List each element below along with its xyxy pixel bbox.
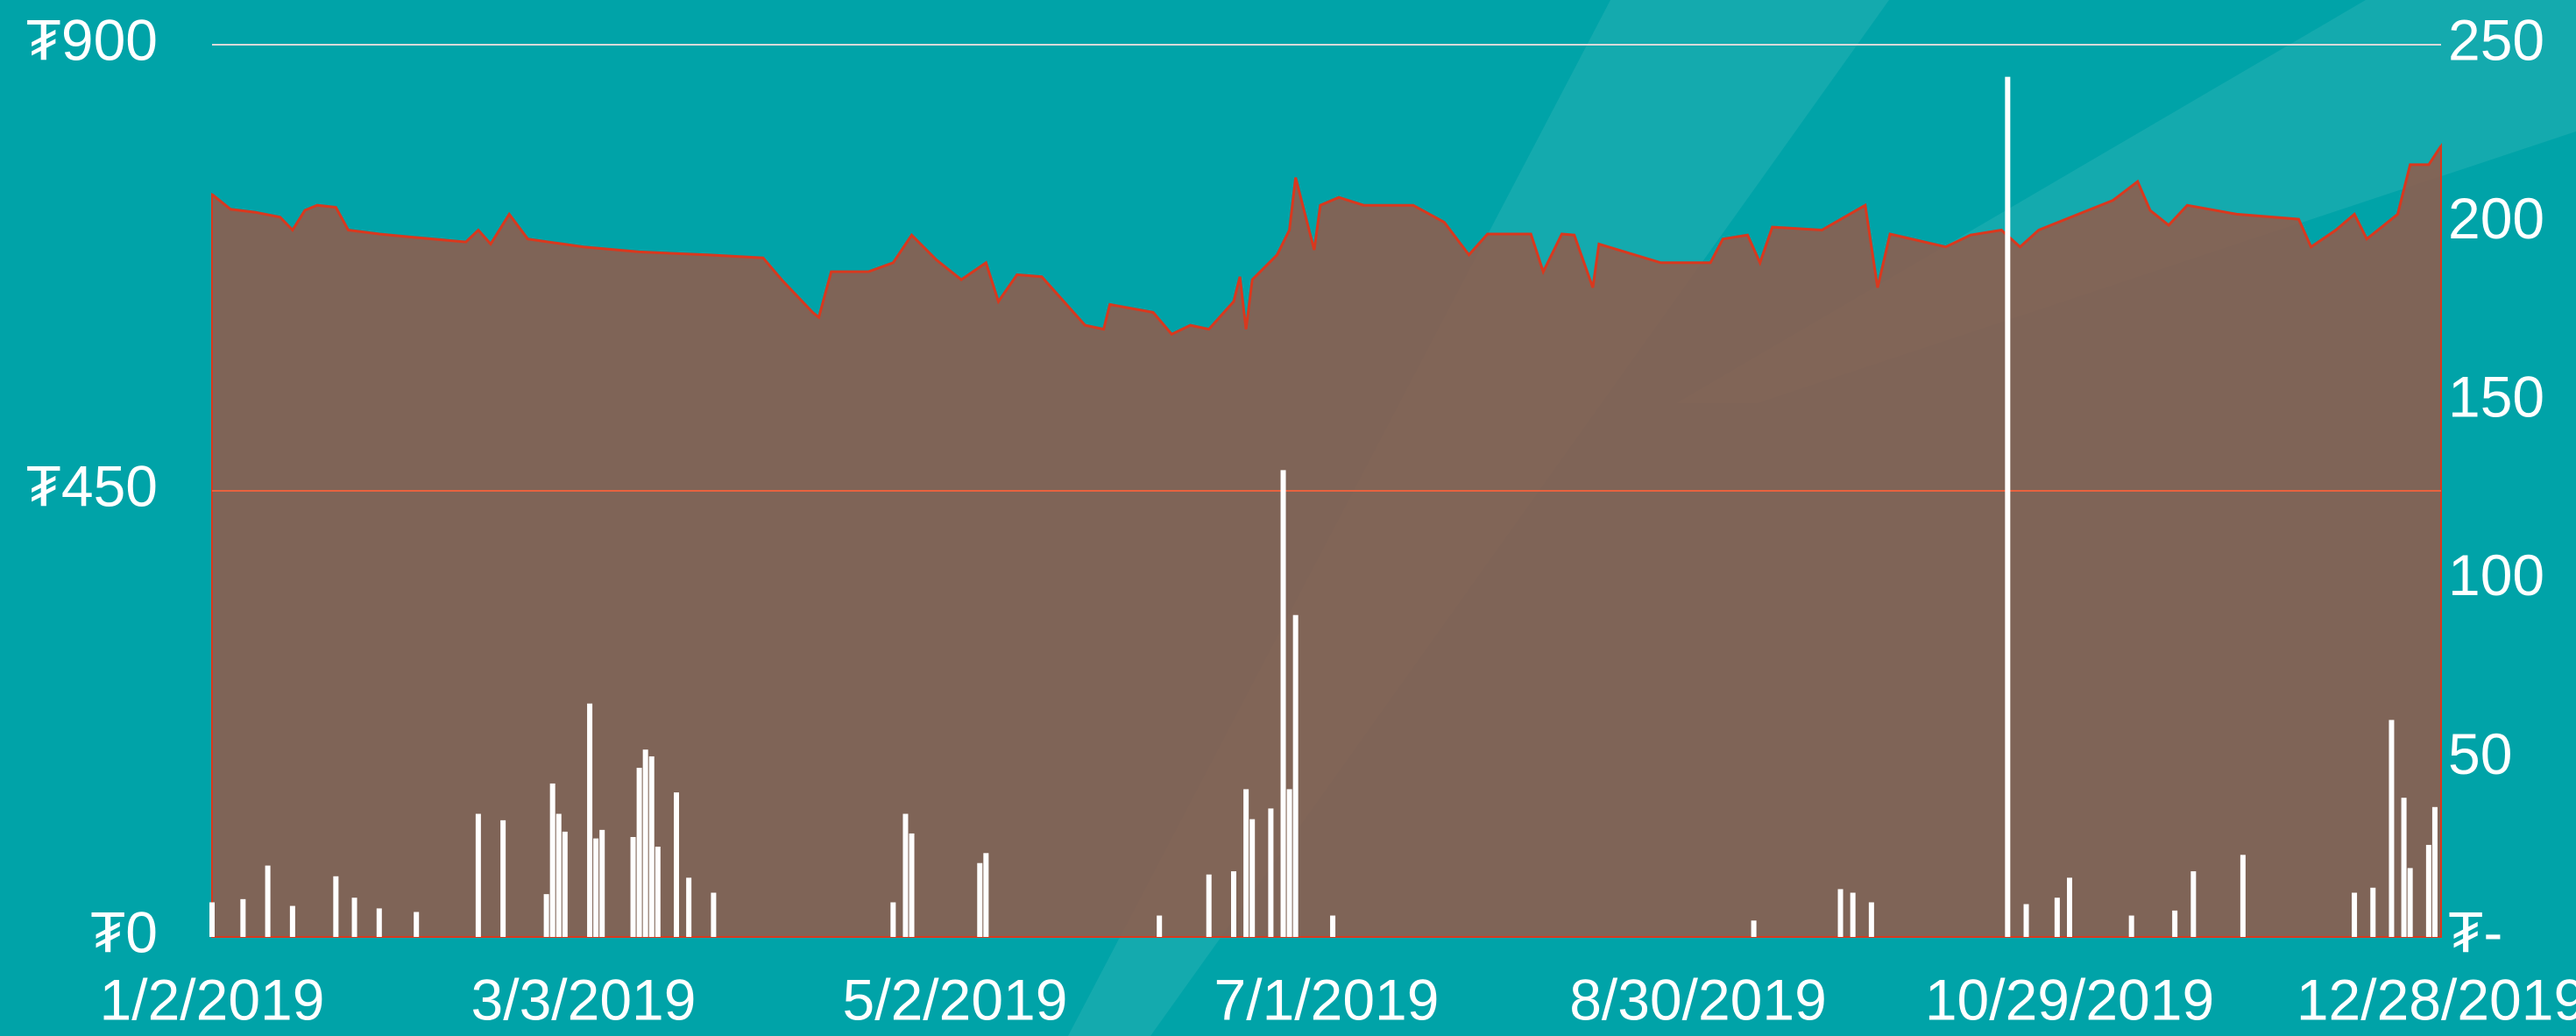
y-tick-label: ₮0 xyxy=(90,899,158,964)
volume-bar xyxy=(2431,806,2438,937)
volume-bar xyxy=(630,836,636,937)
y-tick-label: ₮900 xyxy=(26,7,158,72)
label-layer: ₮0 ₮450 ₮900 ₮- 50 100 150 200 250 1/2/2019 3/3/20… xyxy=(26,7,2576,1032)
volume-bar xyxy=(1751,920,1757,937)
x-tick-label: 3/3/2019 xyxy=(471,967,697,1032)
y2-tick-label: 250 xyxy=(2448,7,2544,72)
volume-bar xyxy=(543,894,549,937)
volume-bar xyxy=(2005,76,2011,937)
volume-bar xyxy=(2067,877,2072,937)
volume-bar xyxy=(414,912,420,937)
x-tick-label: 10/29/2019 xyxy=(1925,967,2214,1032)
x-tick-label: 12/28/2019 xyxy=(2296,967,2576,1032)
volume-bar xyxy=(674,792,679,937)
volume-bar xyxy=(556,813,562,937)
area-layer xyxy=(211,143,2443,938)
area-line xyxy=(211,145,2443,337)
grid-layer xyxy=(212,44,2441,492)
volume-bar xyxy=(909,833,915,937)
volume-bar xyxy=(902,813,909,937)
volume-bar xyxy=(587,703,593,937)
volume-bar xyxy=(642,749,648,937)
volume-bar xyxy=(1868,902,1874,937)
volume-bar xyxy=(549,783,556,937)
volume-bar xyxy=(351,898,357,937)
area-fill xyxy=(211,143,2442,938)
volume-bar xyxy=(983,853,989,937)
volume-bar xyxy=(2240,855,2246,937)
volume-bar xyxy=(209,902,215,937)
volume-bar xyxy=(265,865,271,937)
volume-bar xyxy=(500,820,506,937)
volume-bar xyxy=(2352,892,2358,937)
x-tick-label: 8/30/2019 xyxy=(1569,967,1827,1032)
volume-bar xyxy=(1286,789,1292,937)
x-tick-label: 7/1/2019 xyxy=(1214,967,1440,1032)
volume-bar xyxy=(648,756,655,937)
volume-bar xyxy=(2023,904,2029,937)
volume-bar xyxy=(593,838,599,937)
volume-bar xyxy=(1243,789,1249,937)
volume-bar xyxy=(1280,470,1286,937)
volume-bar xyxy=(2407,868,2413,937)
volume-bar xyxy=(2128,915,2134,937)
volume-bar xyxy=(1837,889,1844,937)
volume-bar xyxy=(333,876,339,937)
volume-bar xyxy=(2370,887,2376,937)
x-tick-label: 5/2/2019 xyxy=(843,967,1068,1032)
volume-bar xyxy=(1330,915,1336,937)
volume-bar xyxy=(2425,844,2431,937)
y-tick-label: ₮450 xyxy=(26,453,158,518)
x-tick-label: 1/2/2019 xyxy=(100,967,325,1032)
volume-bar xyxy=(2054,898,2060,937)
volume-bar xyxy=(2172,910,2178,937)
bar-layer xyxy=(209,76,2438,937)
y2-tick-label: 150 xyxy=(2448,365,2544,429)
volume-bar xyxy=(475,813,481,937)
volume-bar xyxy=(686,877,692,937)
volume-bar xyxy=(1292,614,1299,937)
volume-bar xyxy=(289,905,295,937)
volume-bar xyxy=(2388,720,2395,937)
volume-bar xyxy=(1249,819,1256,937)
volume-bar xyxy=(655,846,661,937)
volume-bar xyxy=(2401,798,2407,937)
volume-bar xyxy=(1231,871,1236,937)
volume-bar xyxy=(376,908,382,937)
y2-tick-label: ₮- xyxy=(2448,899,2502,964)
y2-tick-label: 200 xyxy=(2448,186,2544,251)
volume-bar xyxy=(1850,892,1856,937)
volume-bar xyxy=(562,831,568,937)
volume-bar xyxy=(240,898,246,937)
volume-bar xyxy=(636,767,642,937)
volume-bar xyxy=(711,892,717,937)
volume-bar xyxy=(2190,871,2197,937)
volume-bar xyxy=(1206,874,1212,937)
volume-bar xyxy=(890,902,896,937)
volume-bar xyxy=(599,829,605,937)
volume-bar xyxy=(1157,915,1163,937)
volume-bar xyxy=(1268,808,1274,937)
y2-tick-label: 50 xyxy=(2448,721,2512,786)
volume-bar xyxy=(977,862,983,937)
y2-tick-label: 100 xyxy=(2448,543,2544,607)
